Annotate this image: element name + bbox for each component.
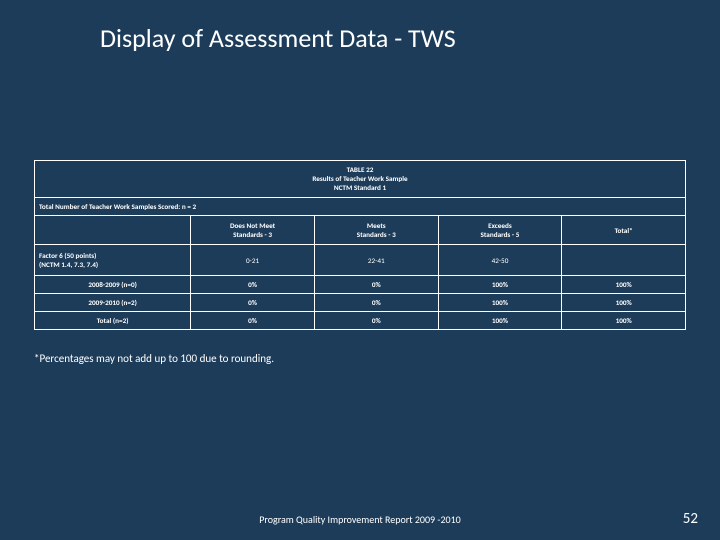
row-cell: 100%	[562, 294, 686, 312]
samples-scored-row: Total Number of Teacher Work Samples Sco…	[35, 198, 686, 216]
assessment-table: TABLE 22 Results of Teacher Work Sample …	[34, 160, 686, 330]
factor-range-dnm: 0-21	[191, 245, 315, 276]
table-caption-row: TABLE 22 Results of Teacher Work Sample …	[35, 161, 686, 198]
caption-line-1: TABLE 22	[347, 165, 374, 174]
column-header-exceeds: ExceedsStandards - 5	[438, 216, 562, 245]
row-cell: 100%	[562, 312, 686, 330]
row-label: 2008-2009 (n=0)	[35, 276, 191, 294]
row-cell: 0%	[314, 276, 438, 294]
column-header-row: Does Not MeetStandards - 3 MeetsStandard…	[35, 216, 686, 245]
column-header-total: Total*	[562, 216, 686, 245]
factor-row: Factor 6 (50 points)(NCTM 1.4, 7.3, 7.4)…	[35, 245, 686, 276]
row-label: 2009-2010 (n=2)	[35, 294, 191, 312]
column-header-meets: MeetsStandards - 3	[314, 216, 438, 245]
factor-range-exceeds: 42-50	[438, 245, 562, 276]
page-number: 52	[683, 510, 698, 528]
caption-line-2: Results of Teacher Work Sample	[312, 174, 407, 183]
row-cell: 100%	[562, 276, 686, 294]
caption-line-3: NCTM Standard 1	[334, 183, 386, 192]
table-row: Total (n=2) 0% 0% 100% 100%	[35, 312, 686, 330]
row-cell: 100%	[438, 294, 562, 312]
table-caption: TABLE 22 Results of Teacher Work Sample …	[35, 161, 686, 198]
row-cell: 0%	[191, 312, 315, 330]
column-header-blank	[35, 216, 191, 245]
page-title: Display of Assessment Data - TWS	[100, 22, 456, 54]
table-row: 2008-2009 (n=0) 0% 0% 100% 100%	[35, 276, 686, 294]
row-cell: 100%	[438, 312, 562, 330]
row-label: Total (n=2)	[35, 312, 191, 330]
factor-range-meets: 22-41	[314, 245, 438, 276]
factor-range-total	[562, 245, 686, 276]
row-cell: 100%	[438, 276, 562, 294]
footnote: *Percentages may not add up to 100 due t…	[34, 352, 274, 365]
table-row: 2009-2010 (n=2) 0% 0% 100% 100%	[35, 294, 686, 312]
row-cell: 0%	[314, 294, 438, 312]
data-table-container: TABLE 22 Results of Teacher Work Sample …	[34, 160, 686, 330]
row-cell: 0%	[191, 276, 315, 294]
row-cell: 0%	[314, 312, 438, 330]
samples-scored-cell: Total Number of Teacher Work Samples Sco…	[35, 198, 686, 216]
factor-label: Factor 6 (50 points)(NCTM 1.4, 7.3, 7.4)	[35, 245, 191, 276]
column-header-dnm: Does Not MeetStandards - 3	[191, 216, 315, 245]
row-cell: 0%	[191, 294, 315, 312]
footer-text: Program Quality Improvement Report 2009 …	[0, 513, 720, 526]
